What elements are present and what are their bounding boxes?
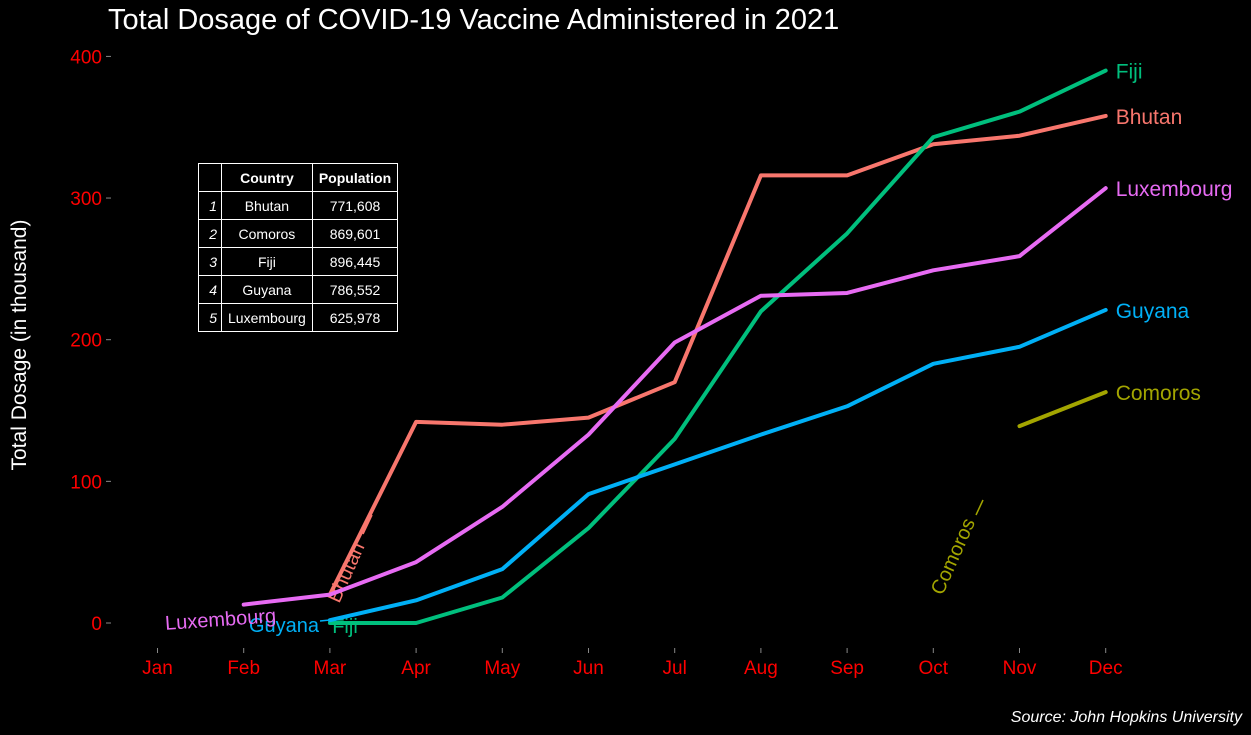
end-label-luxembourg: Luxembourg bbox=[1116, 178, 1233, 201]
series-line-guyana bbox=[327, 307, 1108, 623]
x-tick-label: Aug bbox=[744, 658, 778, 679]
y-tick-label: 100 bbox=[70, 472, 102, 493]
source-caption: Source: John Hopkins University bbox=[1010, 709, 1242, 726]
row-country: Luxembourg bbox=[221, 303, 313, 332]
row-country: Bhutan bbox=[221, 191, 313, 220]
x-tick-label: Nov bbox=[1003, 658, 1037, 679]
x-tick-label: Jun bbox=[573, 658, 604, 679]
y-tick-label: 300 bbox=[70, 189, 102, 210]
table-row: 4 Guyana 786,552 bbox=[198, 275, 399, 304]
row-index: 3 bbox=[198, 247, 222, 276]
x-tick-label: Apr bbox=[401, 658, 431, 679]
y-axis-label: Total Dosage (in thousand) bbox=[8, 219, 31, 471]
end-label-fiji: Fiji bbox=[1116, 61, 1143, 84]
series-line-bhutan bbox=[327, 113, 1108, 597]
row-index: 5 bbox=[198, 303, 222, 332]
x-tick-label: Mar bbox=[314, 658, 347, 679]
row-population: 896,445 bbox=[311, 247, 399, 276]
x-tick-label: May bbox=[484, 658, 520, 679]
row-country: Fiji bbox=[221, 247, 313, 276]
table-row: 5 Luxembourg 625,978 bbox=[198, 303, 399, 332]
row-index: 2 bbox=[198, 219, 222, 248]
row-population: 771,608 bbox=[311, 191, 399, 220]
x-tick-label: Jan bbox=[142, 658, 173, 679]
row-population: 869,601 bbox=[311, 219, 399, 248]
start-label-connector bbox=[319, 619, 331, 622]
end-label-comoros: Comoros bbox=[1116, 382, 1201, 405]
series-line-luxembourg bbox=[241, 186, 1108, 607]
table-header-country: Country bbox=[221, 163, 313, 192]
x-tick-label: Jul bbox=[663, 658, 687, 679]
end-label-bhutan: Bhutan bbox=[1116, 106, 1183, 129]
row-population: 786,552 bbox=[311, 275, 399, 304]
start-label-connector bbox=[975, 499, 984, 516]
y-tick-label: 400 bbox=[70, 47, 102, 68]
table-header-row: Country Population bbox=[198, 163, 399, 192]
row-index: 4 bbox=[198, 275, 222, 304]
row-population: 625,978 bbox=[311, 303, 399, 332]
chart-title: Total Dosage of COVID-19 Vaccine Adminis… bbox=[108, 4, 840, 36]
table-header-population: Population bbox=[311, 163, 399, 192]
table-row: 3 Fiji 896,445 bbox=[198, 247, 399, 276]
y-tick-label: 0 bbox=[91, 614, 102, 635]
table-row: 1 Bhutan 771,608 bbox=[198, 191, 399, 220]
population-table: Country Population 1 Bhutan 771,608 2 Co… bbox=[198, 163, 399, 332]
table-row: 2 Comoros 869,601 bbox=[198, 219, 399, 248]
y-tick-label: 200 bbox=[70, 331, 102, 352]
row-country: Guyana bbox=[221, 275, 313, 304]
x-tick-label: Oct bbox=[919, 658, 949, 679]
end-label-guyana: Guyana bbox=[1116, 300, 1190, 323]
x-tick-label: Dec bbox=[1089, 658, 1123, 679]
start-label-fiji: Fiji bbox=[332, 616, 358, 638]
x-tick-label: Sep bbox=[830, 658, 864, 679]
start-label-connector bbox=[362, 514, 373, 535]
row-country: Comoros bbox=[221, 219, 313, 248]
start-label-guyana: Guyana bbox=[249, 615, 320, 637]
series-line-comoros bbox=[1017, 390, 1108, 429]
series-line-fiji bbox=[327, 68, 1108, 625]
start-label-comoros: Comoros bbox=[927, 515, 980, 598]
row-index: 1 bbox=[198, 191, 222, 220]
table-header-index bbox=[198, 163, 222, 192]
x-tick-label: Feb bbox=[227, 658, 260, 679]
